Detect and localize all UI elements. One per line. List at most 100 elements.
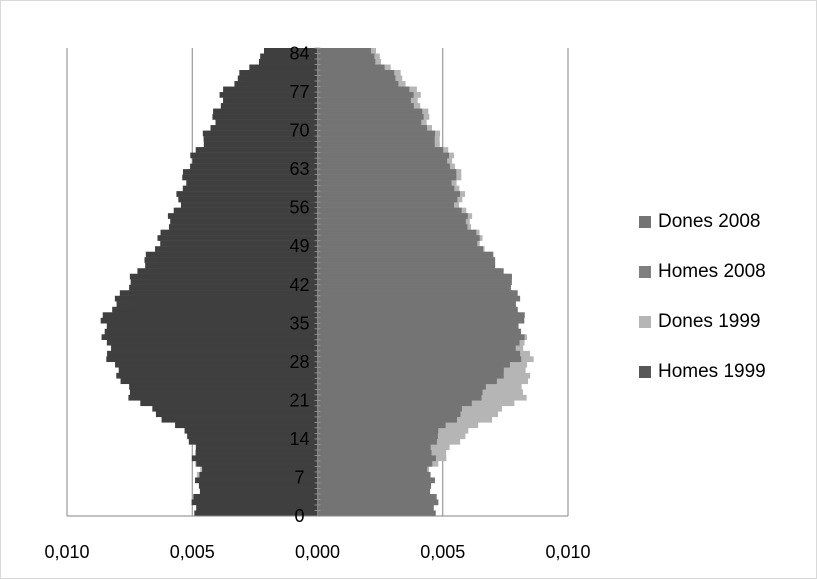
bar — [112, 306, 318, 313]
y-tick-label: 21 — [289, 390, 309, 410]
bar — [317, 268, 504, 274]
bar — [317, 389, 483, 396]
legend-item: Dones 1999 — [639, 311, 760, 332]
bar — [317, 251, 494, 258]
bar — [317, 48, 372, 54]
bar — [234, 81, 318, 87]
bar — [317, 367, 504, 374]
bar — [198, 482, 318, 489]
bar — [317, 378, 497, 385]
bar — [175, 422, 318, 429]
bar — [186, 180, 318, 186]
legend-swatch — [639, 316, 651, 328]
bar — [182, 185, 318, 192]
bar — [160, 229, 318, 236]
legend-label: Dones 2008 — [658, 211, 760, 232]
bar — [195, 147, 318, 153]
bar — [160, 240, 318, 247]
bar — [155, 246, 318, 252]
bar — [239, 70, 318, 76]
bar — [145, 262, 318, 269]
bar — [317, 279, 512, 285]
series-homes-2008 — [100, 48, 318, 517]
y-tick-label: 84 — [289, 44, 309, 64]
bar — [249, 64, 318, 71]
y-tick-label: 63 — [289, 159, 309, 179]
series-dones-2008 — [317, 48, 525, 517]
bar — [317, 488, 431, 495]
bar — [195, 449, 318, 456]
bar — [317, 427, 439, 434]
bar — [317, 64, 385, 71]
bar — [317, 86, 410, 93]
y-tick-label: 42 — [289, 275, 309, 295]
bar — [106, 323, 318, 329]
bar — [317, 416, 457, 423]
bar — [317, 202, 455, 208]
bar — [195, 444, 318, 451]
x-tick-label: 0,005 — [170, 542, 215, 562]
bar — [128, 394, 318, 401]
bar — [210, 125, 318, 131]
y-tick-label: 14 — [289, 429, 309, 449]
bar — [263, 48, 318, 54]
bar — [129, 389, 318, 396]
bar — [317, 422, 446, 429]
bar — [317, 328, 522, 335]
bar — [220, 103, 318, 109]
bar — [317, 136, 435, 142]
bar — [180, 202, 318, 208]
bar — [317, 180, 452, 186]
bar — [317, 125, 427, 131]
bar — [317, 59, 376, 65]
bar — [317, 169, 457, 175]
bar — [115, 361, 318, 368]
bar — [317, 433, 438, 440]
bar — [317, 301, 516, 307]
legend-label: Homes 1999 — [658, 361, 766, 382]
x-tick-label: 0,010 — [545, 542, 590, 562]
bar — [202, 130, 318, 137]
bar — [100, 317, 318, 324]
bar — [317, 218, 466, 225]
bar — [129, 273, 318, 280]
bar — [317, 103, 414, 109]
x-tick-label: 0,010 — [44, 542, 89, 562]
bar — [155, 411, 318, 418]
bar — [188, 438, 318, 445]
bar — [317, 240, 478, 247]
bar — [317, 224, 468, 230]
bar — [317, 97, 411, 104]
bar — [191, 499, 318, 506]
bar — [317, 306, 518, 313]
bar — [317, 466, 428, 473]
bar — [317, 323, 519, 329]
bar — [215, 119, 318, 126]
bar — [317, 273, 512, 280]
bar — [317, 295, 521, 302]
bar — [317, 372, 504, 379]
bar — [317, 493, 437, 500]
bar — [137, 268, 318, 274]
bar — [114, 295, 318, 302]
y-tick-label: 49 — [289, 236, 309, 256]
bar — [317, 284, 511, 291]
bar — [190, 163, 318, 170]
bar — [317, 213, 468, 219]
bar — [118, 367, 318, 374]
bar — [213, 108, 318, 115]
bar — [317, 147, 444, 153]
bar — [116, 301, 318, 307]
bar — [182, 174, 318, 181]
bar — [317, 152, 449, 159]
bar — [202, 466, 318, 473]
bar — [317, 191, 461, 197]
bar — [195, 477, 318, 484]
bar — [317, 235, 480, 241]
bar — [317, 246, 484, 252]
bar — [317, 290, 518, 296]
bar — [317, 312, 525, 318]
bar — [223, 86, 318, 93]
bar — [102, 312, 318, 318]
